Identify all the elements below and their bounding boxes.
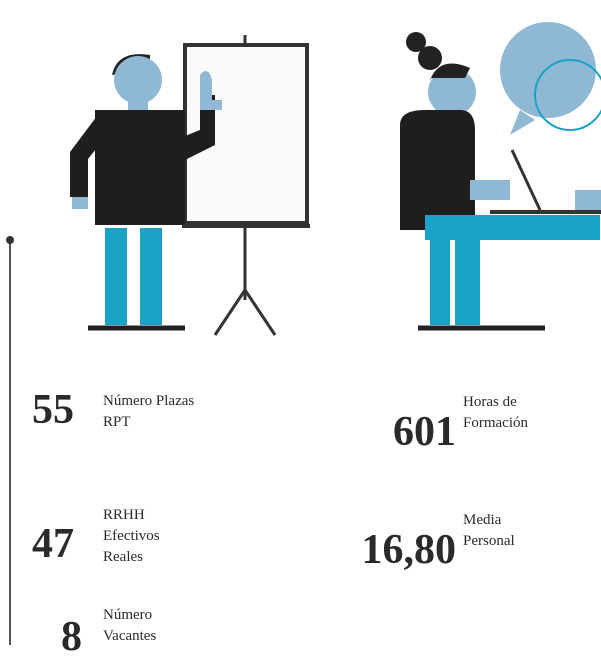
- stat-value: 16,80: [362, 527, 457, 573]
- worker-illustration: [400, 22, 601, 331]
- stat-value: 55: [32, 387, 74, 433]
- stat-value: 601: [393, 409, 456, 455]
- presenter-illustration: [70, 54, 222, 331]
- stat-label: Número Plazas: [103, 393, 194, 409]
- stat-label: Efectivos: [103, 528, 160, 544]
- timeline-rule: [6, 236, 14, 645]
- stat-label: Media: [463, 512, 502, 528]
- stat-label: Reales: [103, 549, 143, 565]
- stat-label: RRHH: [103, 507, 145, 523]
- stat-label: Personal: [463, 533, 515, 549]
- stat-label: RPT: [103, 414, 131, 430]
- stat-label: Horas de: [463, 394, 517, 410]
- stat-value: 47: [32, 521, 74, 567]
- stat-label: Número: [103, 607, 152, 623]
- stat-label: Vacantes: [103, 628, 156, 644]
- stat-value: 8: [61, 614, 82, 659]
- stat-label: Formación: [463, 415, 528, 431]
